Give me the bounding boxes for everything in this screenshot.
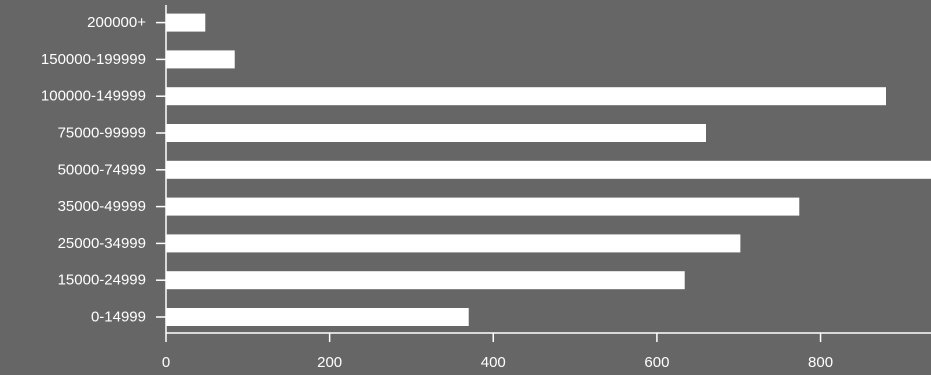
y-tick-label: 0-14999 bbox=[91, 309, 146, 326]
x-axis: 0 200 400 600 800 bbox=[162, 332, 931, 371]
y-tick-label: 50000-74999 bbox=[58, 161, 146, 178]
bar-15000-24999 bbox=[166, 271, 685, 290]
y-tick-label: 150000-199999 bbox=[41, 51, 146, 68]
x-tick-label: 400 bbox=[481, 354, 506, 371]
y-tick-label: 25000-34999 bbox=[58, 235, 146, 252]
bar-35000-49999 bbox=[166, 197, 800, 216]
bar-25000-34999 bbox=[166, 234, 741, 253]
x-tick-label: 200 bbox=[317, 354, 342, 371]
x-tick-label: 0 bbox=[162, 354, 170, 371]
y-axis: 0-14999 15000-24999 25000-34999 35000-49999… bbox=[41, 5, 167, 333]
y-tick-label: 100000-149999 bbox=[41, 88, 146, 105]
bar-0-14999 bbox=[166, 308, 469, 326]
bar-50000-74999 bbox=[166, 160, 931, 179]
bar-100000-149999 bbox=[166, 87, 886, 106]
x-tick-label: 600 bbox=[644, 354, 669, 371]
y-tick-label: 75000-99999 bbox=[58, 125, 146, 142]
y-tick-label: 200000+ bbox=[87, 14, 146, 31]
bars-group bbox=[166, 13, 931, 326]
bar-75000-99999 bbox=[166, 124, 706, 142]
bar-150000-199999 bbox=[166, 50, 235, 69]
y-tick-label: 35000-49999 bbox=[58, 198, 146, 215]
y-tick-label: 15000-24999 bbox=[58, 272, 146, 289]
bar-200000+ bbox=[166, 13, 206, 32]
x-tick-label: 800 bbox=[808, 354, 833, 371]
